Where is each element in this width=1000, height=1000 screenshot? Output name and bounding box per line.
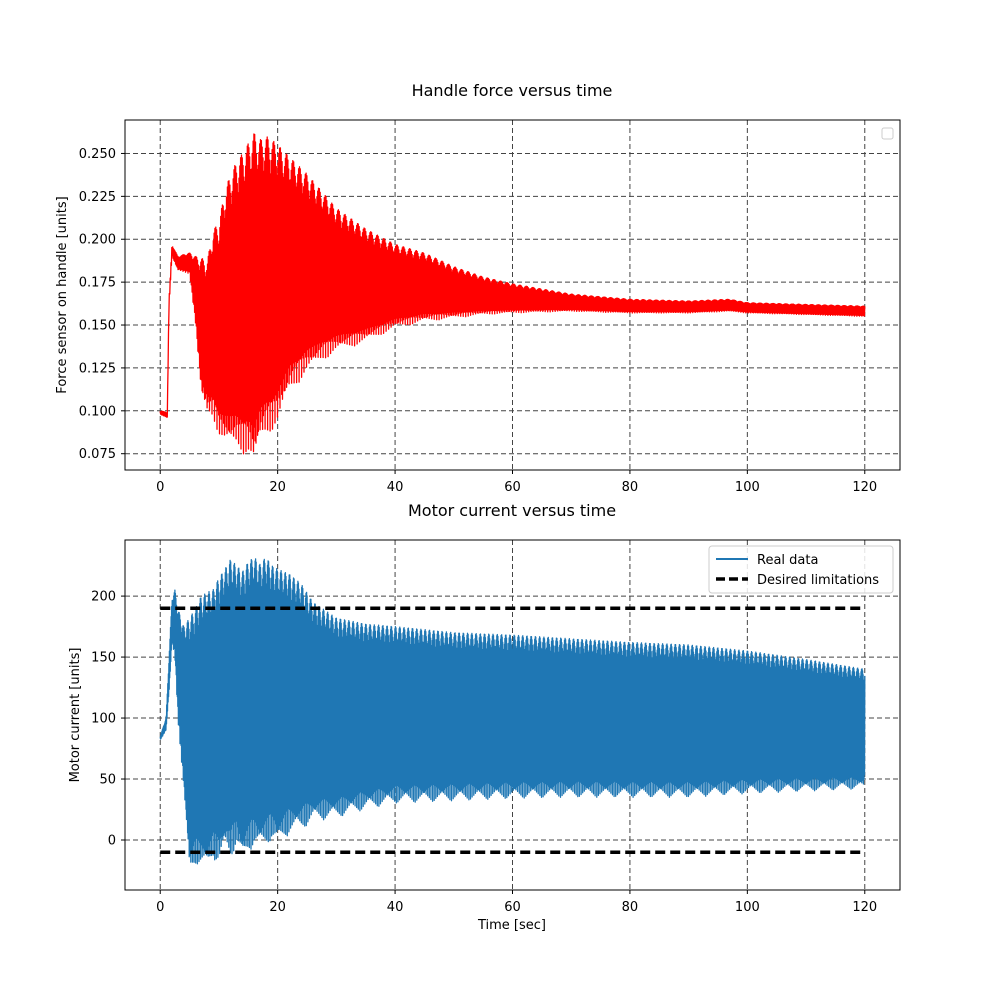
y-tick-label-motor: 100 (91, 712, 116, 727)
x-tick-label-force: 0 (156, 480, 164, 495)
x-axis-force: 0 20 40 60 80 100 120 (156, 470, 877, 495)
chart-force: Handle force versus time 0 20 40 60 80 100 120… (55, 81, 901, 495)
y-axis-label-force: Force sensor on handle [units] (55, 196, 70, 393)
legend-label-desired-limitations: Desired limitations (757, 573, 879, 588)
x-tick-label-force: 20 (269, 480, 286, 495)
x-tick-label-motor: 0 (156, 900, 164, 915)
series-force (159, 133, 866, 455)
legend-motor: Real data Desired limitations (708, 545, 894, 594)
y-axis-label-motor: Motor current [units] (68, 648, 83, 783)
chart-title-force: Handle force versus time (412, 81, 613, 100)
x-tick-label-motor: 40 (387, 900, 404, 915)
x-tick-label-force: 80 (622, 480, 639, 495)
y-axis-force: 0.075 0.100 0.125 0.150 0.175 0.200 0.225 0.250 (79, 147, 125, 462)
x-axis-motor: 0 20 40 60 80 100 120 (156, 890, 877, 915)
y-tick-label-force: 0.250 (79, 147, 116, 162)
x-tick-label-force: 40 (387, 480, 404, 495)
legend-box-force (881, 127, 894, 140)
x-tick-label-motor: 20 (269, 900, 286, 915)
x-tick-label-motor: 100 (735, 900, 760, 915)
chart-motor: Motor current versus time 0 20 40 60 80 100 12… (68, 501, 901, 933)
x-tick-label-motor: 120 (852, 900, 877, 915)
series-line-force (159, 133, 866, 455)
y-tick-label-force: 0.075 (79, 447, 116, 462)
y-tick-label-force: 0.150 (79, 319, 116, 334)
x-tick-label-motor: 80 (622, 900, 639, 915)
y-tick-label-force: 0.125 (79, 361, 116, 376)
x-tick-label-force: 100 (735, 480, 760, 495)
legend-box-motor (708, 545, 894, 594)
series-line-motor (159, 558, 866, 865)
y-tick-label-motor: 0 (108, 834, 116, 849)
x-axis-label-motor: Time [sec] (477, 918, 546, 933)
chart-title-motor: Motor current versus time (408, 501, 616, 520)
series-motor (159, 558, 866, 865)
y-tick-label-motor: 50 (99, 773, 116, 788)
y-tick-label-force: 0.175 (79, 276, 116, 291)
y-tick-label-motor: 200 (91, 590, 116, 605)
x-tick-label-motor: 60 (504, 900, 521, 915)
x-tick-label-force: 60 (504, 480, 521, 495)
y-axis-motor: 0 50 100 150 200 (91, 590, 125, 849)
y-tick-label-force: 0.200 (79, 233, 116, 248)
legend-label-real-data: Real data (757, 553, 818, 568)
x-tick-label-force: 120 (852, 480, 877, 495)
y-tick-label-force: 0.225 (79, 190, 116, 205)
y-tick-label-motor: 150 (91, 651, 116, 666)
y-tick-label-force: 0.100 (79, 404, 116, 419)
